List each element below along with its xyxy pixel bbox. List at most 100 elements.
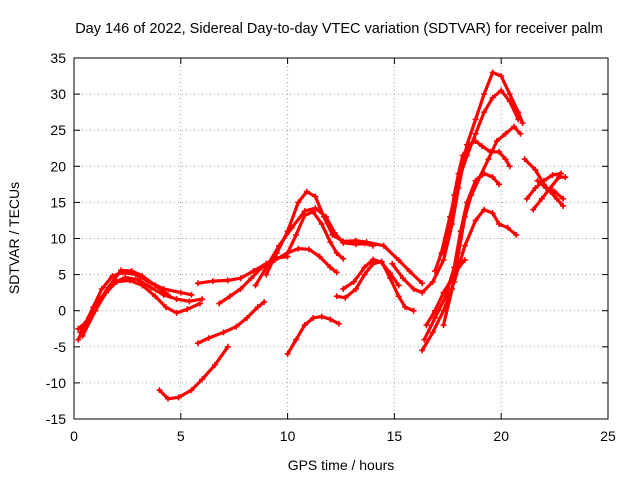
- data-point: [152, 282, 159, 289]
- data-point: [387, 270, 394, 277]
- data-point: [199, 376, 206, 383]
- data-point: [429, 329, 436, 336]
- data-point: [318, 313, 325, 320]
- y-tick-label: 0: [58, 303, 66, 319]
- data-point: [224, 277, 231, 284]
- data-point: [370, 256, 377, 263]
- data-point: [555, 174, 562, 181]
- data-point: [75, 336, 82, 343]
- data-point: [147, 284, 154, 291]
- data-point: [519, 119, 526, 126]
- data-point: [440, 249, 447, 256]
- data-point: [478, 143, 485, 150]
- data-point: [284, 351, 291, 358]
- data-point: [489, 174, 496, 181]
- data-point: [551, 188, 558, 195]
- data-point: [481, 109, 488, 116]
- data-point: [363, 239, 370, 246]
- data-point: [410, 286, 417, 293]
- data-point: [395, 282, 402, 289]
- data-point: [459, 152, 466, 159]
- data-point: [312, 205, 319, 212]
- data-point: [226, 293, 233, 300]
- y-tick-label: 35: [50, 50, 66, 66]
- data-point: [395, 293, 402, 300]
- y-tick-label: 25: [50, 122, 66, 138]
- data-point: [327, 316, 334, 323]
- data-point: [442, 293, 449, 300]
- data-point: [350, 278, 357, 285]
- data-point: [493, 138, 500, 145]
- data-point: [502, 156, 509, 163]
- data-point: [327, 239, 334, 246]
- data-point: [209, 278, 216, 285]
- data-point: [128, 267, 135, 274]
- data-point: [335, 320, 342, 327]
- data-point: [139, 273, 146, 280]
- y-tick-label: -10: [46, 375, 66, 391]
- data-point: [431, 267, 438, 274]
- data-point: [162, 304, 169, 311]
- data-point: [94, 300, 101, 307]
- data-point: [496, 221, 503, 228]
- data-point: [440, 322, 447, 329]
- data-point: [532, 166, 539, 173]
- series-line-trace-25: [535, 179, 565, 201]
- data-point: [496, 148, 503, 155]
- data-point: [489, 94, 496, 101]
- data-point: [457, 228, 464, 235]
- data-point: [352, 286, 359, 293]
- data-point: [402, 304, 409, 311]
- data-point: [173, 296, 180, 303]
- data-point: [506, 91, 513, 98]
- data-point: [472, 217, 479, 224]
- data-point: [406, 267, 413, 274]
- data-point: [79, 332, 86, 339]
- y-tick-label: -5: [54, 339, 67, 355]
- data-point: [523, 195, 530, 202]
- data-point: [177, 289, 184, 296]
- data-point: [237, 275, 244, 282]
- data-point: [329, 231, 336, 238]
- data-point: [194, 280, 201, 287]
- data-point: [98, 286, 105, 293]
- x-tick-label: 10: [280, 428, 296, 444]
- data-point: [135, 276, 142, 283]
- data-point: [205, 335, 212, 342]
- data-point: [498, 73, 505, 80]
- data-point: [152, 293, 159, 300]
- data-point: [538, 195, 545, 202]
- data-point: [261, 299, 268, 306]
- data-point: [197, 300, 204, 307]
- series-layer: [75, 69, 569, 402]
- y-tick-label: 20: [50, 158, 66, 174]
- data-point: [421, 336, 428, 343]
- data-point: [340, 286, 347, 293]
- data-point: [113, 278, 120, 285]
- data-point: [224, 343, 231, 350]
- data-point: [352, 237, 359, 244]
- data-point: [455, 264, 462, 271]
- data-point: [250, 267, 257, 274]
- series-line-trace-20: [441, 139, 512, 255]
- data-point: [498, 87, 505, 94]
- data-point: [194, 340, 201, 347]
- data-point: [506, 98, 513, 105]
- data-point: [419, 289, 426, 296]
- data-point: [446, 221, 453, 228]
- data-point: [139, 282, 146, 289]
- data-point: [466, 141, 473, 148]
- data-point: [105, 284, 112, 291]
- data-point: [449, 275, 456, 282]
- data-point: [117, 267, 124, 274]
- y-tick-label: 30: [50, 86, 66, 102]
- data-point: [175, 394, 182, 401]
- data-point: [440, 289, 447, 296]
- data-point: [310, 208, 317, 215]
- data-point: [431, 314, 438, 321]
- data-point: [455, 170, 462, 177]
- data-point: [449, 286, 456, 293]
- y-tick-label: 10: [50, 231, 66, 247]
